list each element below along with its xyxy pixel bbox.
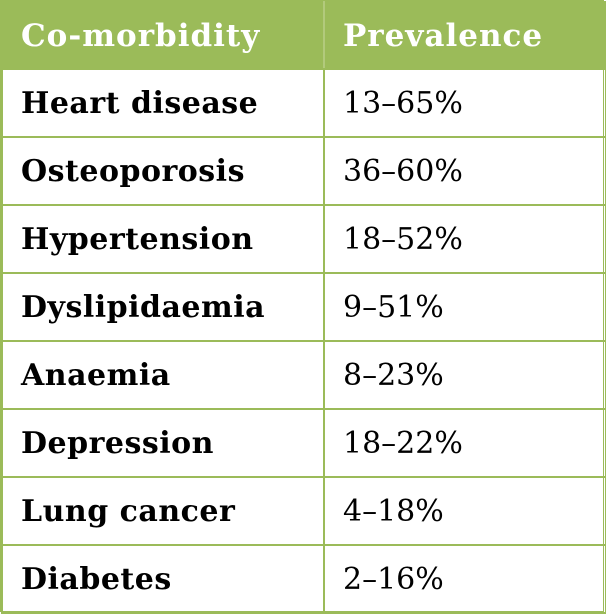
table-row: Hypertension 18–52% xyxy=(1,204,606,274)
condition-cell: Anaemia xyxy=(1,340,325,410)
table-row: Lung cancer 4–18% xyxy=(1,476,606,546)
prevalence-cell: 36–60% xyxy=(323,136,606,206)
table-row: Depression 18–22% xyxy=(1,408,606,478)
condition-cell: Diabetes xyxy=(1,544,325,614)
table-row: Osteoporosis 36–60% xyxy=(1,136,606,206)
prevalence-cell: 8–23% xyxy=(323,340,606,410)
header-row: Co-morbidity Prevalence xyxy=(1,1,606,70)
prevalence-cell: 18–22% xyxy=(323,408,606,478)
table-row: Anaemia 8–23% xyxy=(1,340,606,410)
condition-cell: Hypertension xyxy=(1,204,325,274)
condition-cell: Osteoporosis xyxy=(1,136,325,206)
table-row: Dyslipidaemia 9–51% xyxy=(1,272,606,342)
header-co-morbidity: Co-morbidity xyxy=(1,1,325,70)
prevalence-cell: 4–18% xyxy=(323,476,606,546)
prevalence-cell: 13–65% xyxy=(323,68,606,138)
prevalence-cell: 2–16% xyxy=(323,544,606,614)
condition-cell: Heart disease xyxy=(1,68,325,138)
table-row: Diabetes 2–16% xyxy=(1,544,606,614)
table-header: Co-morbidity Prevalence xyxy=(1,1,606,70)
condition-cell: Dyslipidaemia xyxy=(1,272,325,342)
condition-cell: Depression xyxy=(1,408,325,478)
table-row: Heart disease 13–65% xyxy=(1,68,606,138)
header-prevalence: Prevalence xyxy=(323,1,606,70)
prevalence-cell: 18–52% xyxy=(323,204,606,274)
condition-cell: Lung cancer xyxy=(1,476,325,546)
table-body: Heart disease 13–65% Osteoporosis 36–60%… xyxy=(1,68,606,614)
prevalence-cell: 9–51% xyxy=(323,272,606,342)
